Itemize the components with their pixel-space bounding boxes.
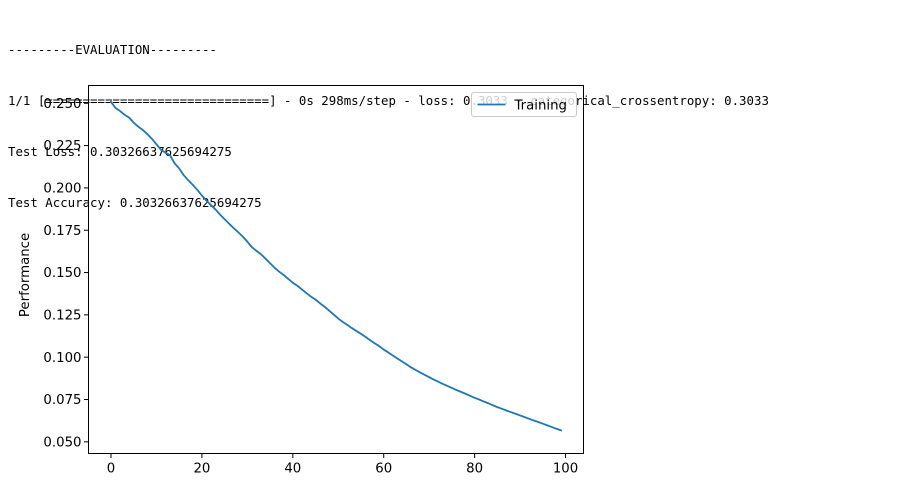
x-tick-label: 0 [107, 462, 115, 477]
y-tick-label: 0.075 [43, 393, 81, 408]
y-tick-label: 0.175 [43, 224, 81, 239]
y-axis-label: Performance [18, 233, 33, 317]
performance-chart: 0.050 0.075 0.100 0.125 0.150 0.175 0.200 0.225… [18, 85, 584, 477]
console-line-evaluation-header: ---------EVALUATION--------- [8, 42, 217, 57]
plot-frame [88, 85, 584, 454]
plot-series [109, 100, 563, 432]
series-line-training [109, 100, 563, 432]
console-line-test-accuracy: Test Accuracy: 0.30326637625694275 [8, 195, 262, 210]
y-tick-label: 0.200 [43, 182, 81, 197]
y-tick-label: 0.125 [43, 308, 81, 323]
legend-box [471, 92, 577, 117]
x-tick-label: 80 [466, 462, 483, 477]
y-axis-ticks: 0.050 0.075 0.100 0.125 0.150 0.175 0.200 0.225… [43, 97, 89, 450]
y-tick-label: 0.225 [43, 139, 81, 154]
legend-label: Training [514, 98, 567, 113]
console-line-test-loss: Test Loss: 0.30326637625694275 [8, 144, 232, 159]
y-tick-label: 0.100 [43, 351, 81, 366]
y-tick-label: 0.150 [43, 266, 81, 281]
y-tick-label: 0.250 [43, 97, 81, 112]
x-axis-ticks: 0 20 40 60 80 100 [107, 453, 578, 477]
legend: Training [471, 92, 577, 117]
x-tick-label: 60 [375, 462, 392, 477]
x-tick-label: 100 [553, 462, 578, 477]
x-tick-label: 40 [284, 462, 301, 477]
x-tick-label: 20 [193, 462, 210, 477]
y-tick-label: 0.050 [43, 435, 81, 450]
